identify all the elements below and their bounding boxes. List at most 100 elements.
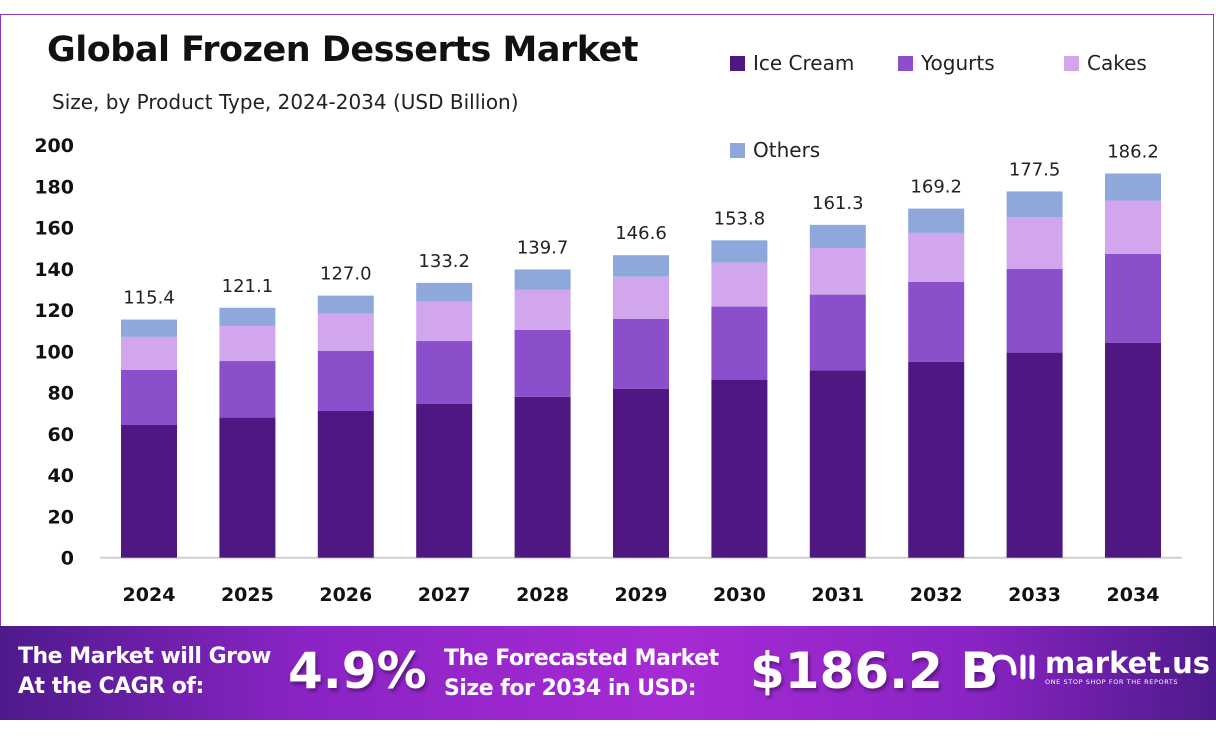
bar-segment-others (317, 295, 374, 314)
legend-ice-cream: Ice Cream (730, 51, 854, 75)
bar-segment-others (1006, 191, 1063, 218)
logo-mark-icon (986, 654, 1035, 680)
y-tick-label: 20 (48, 506, 74, 528)
y-tick-label: 200 (34, 135, 74, 157)
logo-name: market.us (1045, 646, 1211, 680)
x-tick-label: 2028 (516, 584, 569, 606)
stacked-bar-chart: 0 20 40 60 80 100 120 140 160 180 200 115.4 2024 121.… (34, 135, 1182, 606)
bar-segment-others (219, 307, 276, 326)
bar-segment-yogurts (121, 369, 177, 426)
total-data-label: 169.2 (910, 177, 962, 198)
bar-segment-others (613, 255, 669, 277)
total-data-label: 161.3 (812, 193, 864, 214)
bar-segment-ice-cream (514, 396, 571, 558)
y-tick-label: 80 (48, 383, 74, 405)
y-tick-label: 180 (34, 176, 74, 198)
bar-segment-yogurts (711, 306, 768, 380)
bar-segment-others (416, 282, 473, 302)
x-tick-label: 2026 (319, 584, 372, 606)
total-data-label: 186.2 (1107, 141, 1159, 162)
forecast-label-line1: The Forecasted Market (444, 646, 719, 671)
bar-segment-others (711, 240, 768, 263)
bar-segment-others (809, 224, 866, 248)
logo-tagline: ONE STOP SHOP FOR THE REPORTS (1045, 678, 1179, 686)
cagr-label: The Market will Grow At the CAGR of: (18, 642, 271, 702)
bar-segment-yogurts (908, 282, 965, 362)
legend-label: Cakes (1087, 51, 1147, 75)
bar-segment-ice-cream (908, 361, 965, 558)
legend-label: Ice Cream (753, 51, 855, 75)
cagr-value: 4.9% (288, 642, 427, 700)
forecast-label: The Forecasted Market Size for 2034 in U… (444, 644, 719, 704)
legend-swatch (730, 55, 745, 71)
bar-segment-yogurts (317, 350, 374, 411)
x-tick-label: 2033 (1008, 584, 1061, 606)
y-tick-label: 100 (34, 341, 74, 363)
y-tick-label: 120 (34, 300, 74, 322)
total-data-label: 121.1 (222, 276, 274, 297)
y-tick-label: 160 (34, 218, 74, 240)
bar-segment-yogurts (1105, 253, 1161, 343)
x-tick-label: 2025 (221, 584, 274, 606)
bar-segment-ice-cream (317, 410, 374, 558)
chart-title: Global Frozen Desserts Market (47, 30, 639, 70)
bar-segment-cakes (1006, 217, 1063, 270)
bar-segment-ice-cream (711, 379, 768, 558)
total-data-label: 177.5 (1009, 159, 1061, 180)
bar-segment-cakes (317, 313, 374, 351)
bar-segment-yogurts (1006, 269, 1063, 353)
total-data-label: 146.6 (615, 223, 667, 244)
y-tick-label: 0 (61, 548, 74, 570)
bar-segment-cakes (908, 232, 965, 283)
bar-segment-cakes (1105, 200, 1161, 254)
bar-segment-yogurts (809, 294, 866, 371)
x-tick-label: 2032 (910, 584, 963, 606)
total-data-label: 127.0 (320, 264, 372, 285)
y-tick-label: 140 (34, 259, 74, 281)
legend-swatch (730, 142, 745, 158)
bar-segment-cakes (809, 247, 866, 295)
bar-segment-others (121, 319, 177, 337)
bar-segment-others (514, 269, 571, 290)
x-tick-label: 2027 (418, 584, 471, 606)
bar-segment-cakes (711, 262, 768, 307)
bar-segment-ice-cream (121, 425, 177, 558)
legend-swatch (1064, 55, 1079, 71)
bar-segment-cakes (416, 301, 473, 342)
forecast-value: $186.2 B (750, 642, 999, 700)
legend-cakes: Cakes (1064, 51, 1147, 75)
bar-segment-ice-cream (219, 417, 276, 558)
total-data-label: 133.2 (418, 251, 470, 272)
cagr-label-line2: At the CAGR of: (18, 674, 204, 699)
chart-subtitle: Size, by Product Type, 2024-2034 (USD Bi… (52, 90, 519, 114)
bar-segment-cakes (514, 289, 571, 330)
x-tick-label: 2029 (615, 584, 668, 606)
summary-banner: The Market will Grow At the CAGR of: 4.9… (0, 626, 1216, 720)
legend-label: Others (753, 138, 821, 162)
legend-yogurts: Yogurts (898, 51, 995, 75)
bar-segment-yogurts (219, 361, 276, 418)
bar-segment-others (1105, 173, 1161, 201)
bar-segment-ice-cream (416, 403, 473, 558)
bar-segment-ice-cream (613, 388, 669, 558)
bar-segment-cakes (613, 276, 669, 319)
bar-segment-ice-cream (809, 370, 866, 558)
legend-label: Yogurts (921, 51, 995, 75)
total-data-label: 115.4 (123, 288, 175, 309)
total-data-label: 153.8 (714, 208, 766, 229)
bar-segment-yogurts (416, 341, 473, 404)
forecast-label-line2: Size for 2034 in USD: (444, 676, 696, 701)
cagr-label-line1: The Market will Grow (18, 644, 271, 669)
total-data-label: 139.7 (517, 237, 569, 258)
x-tick-label: 2024 (123, 584, 176, 606)
bar-segment-ice-cream (1105, 342, 1161, 558)
x-tick-label: 2034 (1107, 584, 1160, 606)
bar-segment-cakes (219, 325, 276, 362)
bar-segment-others (908, 208, 965, 233)
legend-others: Others (730, 138, 820, 162)
legend-swatch (898, 55, 913, 71)
bar-segment-cakes (121, 336, 177, 370)
x-tick-label: 2031 (811, 584, 864, 606)
y-tick-label: 40 (48, 465, 74, 487)
bar-segment-yogurts (514, 329, 571, 397)
